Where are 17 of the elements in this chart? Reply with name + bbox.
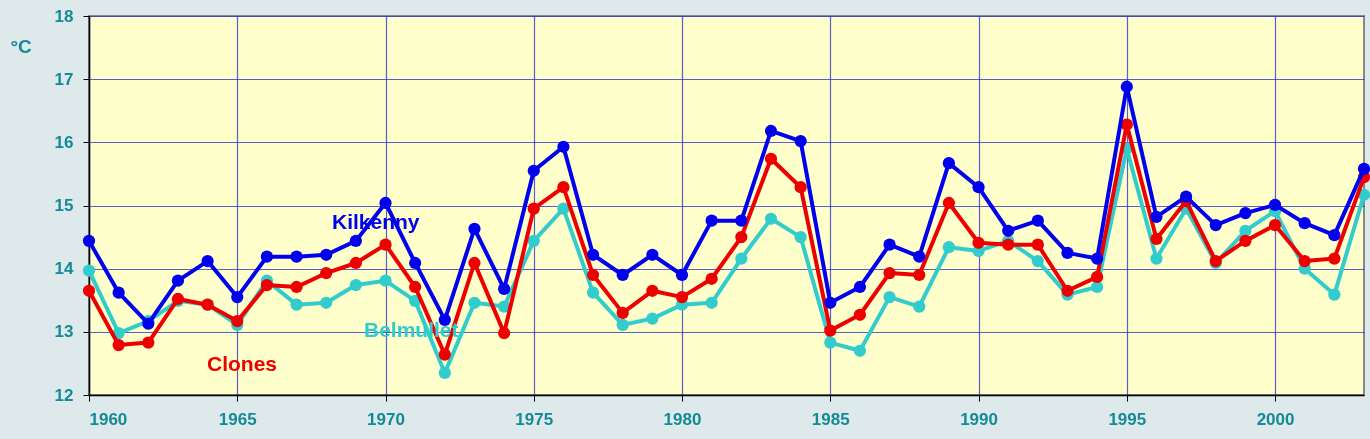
x-tick-label: 1965 — [218, 409, 257, 429]
x-tick-label: 2000 — [1256, 409, 1295, 429]
x-tick-label: 1995 — [1108, 409, 1147, 429]
x-tick-label: 1990 — [960, 409, 998, 429]
y-tick-label: 14 — [54, 259, 75, 279]
x-tick-label: 1970 — [367, 409, 405, 429]
y-tick-label: 12 — [54, 385, 74, 405]
x-tick-label: 1960 — [89, 409, 128, 429]
y-tick-label: 16 — [54, 132, 74, 152]
y-tick-label: 17 — [54, 69, 74, 89]
x-tick-label: 1985 — [811, 409, 850, 429]
y-tick-label: 15 — [54, 196, 74, 215]
x-tick-label: 1980 — [663, 409, 702, 429]
y-tick-label: 18 — [54, 6, 74, 26]
y-axis-title: °C — [10, 35, 33, 57]
x-tick-label: 1975 — [515, 409, 554, 429]
y-tick-label: 13 — [54, 322, 74, 342]
